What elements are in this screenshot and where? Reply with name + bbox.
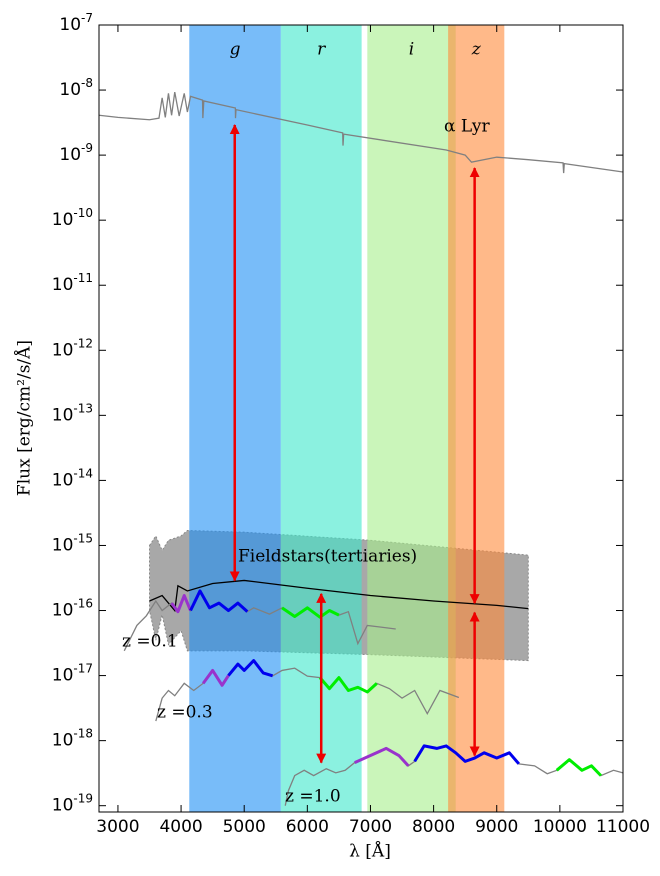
x-tick-label: 7000	[349, 817, 392, 837]
spectrum-highlight	[555, 758, 602, 777]
band-label: i	[409, 40, 414, 60]
y-axis-label: Flux [erg/cm²/s/Å]	[14, 340, 35, 496]
annotation: z =0.3	[157, 703, 213, 723]
y-tick-label: 10-9	[59, 141, 93, 166]
y-tick-label: 10-18	[52, 726, 93, 751]
y-tick-label: 10-7	[59, 11, 93, 36]
y-tick-label: 10-13	[52, 401, 93, 426]
x-tick-label: 4000	[159, 817, 202, 837]
y-tick-label: 10-12	[52, 336, 93, 361]
plot-frame	[98, 24, 624, 813]
y-tick-label: 10-19	[52, 791, 93, 816]
spectrum-line	[98, 91, 624, 174]
x-tick-label: 9000	[475, 817, 518, 837]
y-tick-label: 10-15	[52, 531, 93, 556]
spectrum-highlight	[413, 744, 520, 765]
y-tick-label: 10-16	[52, 596, 93, 621]
spectrum-line	[155, 659, 460, 722]
band-label: r	[317, 40, 326, 60]
y-tick-label: 10-11	[52, 271, 93, 296]
spectrum-highlight	[281, 606, 340, 619]
spectrum-highlight	[227, 659, 274, 678]
spectrum-highlight	[170, 594, 192, 614]
x-tick-label: 5000	[223, 817, 266, 837]
band-label: z	[471, 40, 482, 60]
y-tick-label: 10-10	[52, 206, 93, 231]
spectrum-highlight	[318, 676, 378, 694]
spectrum-highlight	[201, 668, 230, 687]
band-label: g	[230, 40, 241, 60]
x-tick-label: 11000	[596, 817, 650, 837]
filter-band	[367, 25, 456, 812]
spectrum-line	[149, 579, 529, 613]
x-tick-label: 8000	[412, 817, 455, 837]
x-tick-label: 3000	[96, 817, 139, 837]
annotation: α Lyr	[444, 117, 490, 137]
annotation: z =1.0	[285, 787, 341, 807]
y-tick-label: 10-17	[52, 661, 93, 686]
annotation: z =0.1	[122, 632, 178, 652]
x-tick-label: 6000	[286, 817, 329, 837]
filter-band	[448, 25, 505, 812]
spectrum-highlight	[189, 589, 249, 613]
y-tick-label: 10-8	[59, 76, 93, 101]
annotation: Fieldstars(tertiaries)	[238, 547, 417, 567]
y-tick-label: 10-14	[52, 466, 93, 491]
x-tick-label: 10000	[533, 817, 587, 837]
x-axis-label: λ [Å]	[349, 841, 391, 862]
spectrum-highlight	[354, 746, 410, 767]
